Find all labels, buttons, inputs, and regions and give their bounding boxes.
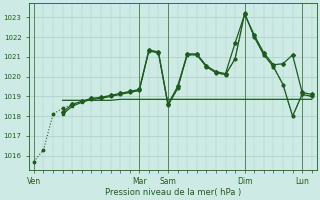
X-axis label: Pression niveau de la mer( hPa ): Pression niveau de la mer( hPa ) bbox=[105, 188, 241, 197]
